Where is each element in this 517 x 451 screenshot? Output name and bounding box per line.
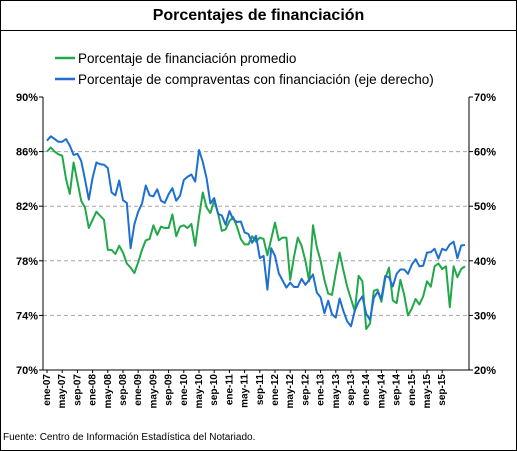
x-tick-label: ene-09: [133, 374, 144, 406]
x-tick-label: sep-14: [392, 374, 403, 406]
legend-label-compraventas: Porcentaje de compraventas con financiac…: [78, 72, 434, 87]
x-tick-label: sep-07: [72, 374, 83, 406]
y-left-tick-label: 70%: [16, 365, 38, 377]
y-left-tick-label: 82%: [16, 201, 38, 213]
x-tick-label: ene-15: [407, 374, 418, 406]
legend-label-promedio: Porcentaje de financiación promedio: [78, 51, 296, 66]
x-tick-label: may-13: [331, 374, 342, 409]
axes: 70% 20% 74% 30% 78% 40% 82% 50% 86% 60% 90% 70% ene-…: [16, 92, 496, 408]
y-right-tick-label: 20%: [474, 365, 496, 377]
x-tick-label: sep-12: [300, 374, 311, 406]
gridlines: [43, 151, 469, 316]
y-left-tick-label: 86%: [16, 147, 38, 159]
x-tick-label: may-09: [148, 374, 159, 409]
x-tick-label: may-07: [57, 374, 68, 409]
y-left-tick-label: 90%: [16, 92, 38, 104]
series-lines: [46, 135, 466, 331]
x-tick-label: ene-13: [316, 374, 327, 406]
x-tick-label: sep-09: [164, 374, 175, 406]
chart-title: Porcentajes de financiación: [152, 7, 365, 24]
x-tick-label: may-08: [103, 374, 114, 409]
x-tick-label: ene-08: [88, 374, 99, 406]
x-tick-label: ene-12: [270, 374, 281, 406]
source-note: Fuente: Centro de Información Estadístic…: [3, 432, 256, 443]
y-left-tick-label: 78%: [16, 256, 38, 268]
x-tick-label: may-10: [194, 374, 205, 409]
x-tick-label: sep-10: [209, 374, 220, 406]
x-tick-label: may-14: [376, 374, 387, 409]
series-line-promedio: [46, 146, 466, 331]
x-tick-label: sep-15: [437, 374, 448, 406]
legend: Porcentaje de financiación promedio Porc…: [55, 51, 434, 87]
y-right-tick-label: 60%: [474, 147, 496, 159]
x-tick-label: sep-11: [255, 374, 266, 406]
x-tick-label: ene-10: [179, 374, 190, 406]
x-tick-label: ene-07: [42, 374, 53, 406]
x-tick-label: sep-08: [118, 374, 129, 406]
y-right-tick-label: 40%: [474, 256, 496, 268]
x-tick-label: sep-13: [346, 374, 357, 406]
x-tick-label: may-15: [422, 374, 433, 409]
x-tick-label: may-12: [285, 374, 296, 409]
chart-title-box: Porcentajes de financiación: [1, 1, 516, 31]
x-tick-label: ene-14: [361, 374, 372, 406]
x-tick-label: ene-11: [224, 374, 235, 406]
y-right-tick-label: 30%: [474, 310, 496, 322]
y-right-tick-label: 50%: [474, 201, 496, 213]
x-tick-label: may-11: [240, 374, 251, 408]
series-line-compraventas: [46, 135, 466, 328]
y-right-tick-label: 70%: [474, 92, 496, 104]
y-left-tick-label: 74%: [16, 310, 38, 322]
